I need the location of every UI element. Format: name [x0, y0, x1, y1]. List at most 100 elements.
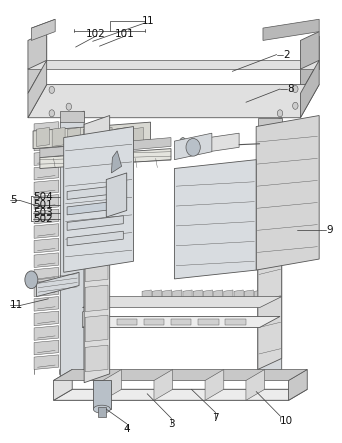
Polygon shape — [60, 111, 84, 381]
Polygon shape — [83, 128, 96, 147]
Polygon shape — [40, 138, 171, 157]
Polygon shape — [37, 128, 49, 147]
Polygon shape — [234, 290, 243, 305]
Text: 7: 7 — [212, 413, 219, 423]
Circle shape — [293, 102, 298, 109]
Polygon shape — [173, 290, 182, 305]
Polygon shape — [142, 290, 151, 305]
Polygon shape — [115, 128, 128, 147]
Polygon shape — [53, 389, 307, 400]
Polygon shape — [68, 128, 81, 147]
Polygon shape — [84, 116, 110, 383]
Text: 2: 2 — [284, 50, 290, 59]
Polygon shape — [106, 173, 127, 217]
Polygon shape — [28, 31, 47, 69]
Polygon shape — [34, 151, 58, 165]
Circle shape — [66, 103, 71, 110]
Polygon shape — [34, 268, 58, 282]
Polygon shape — [117, 319, 137, 325]
Circle shape — [293, 85, 298, 93]
Polygon shape — [67, 231, 123, 246]
Polygon shape — [82, 301, 103, 327]
Polygon shape — [34, 282, 58, 296]
Text: 4: 4 — [123, 424, 130, 434]
Polygon shape — [34, 180, 58, 194]
Bar — [98, 407, 106, 417]
Polygon shape — [34, 340, 58, 355]
Circle shape — [49, 110, 54, 117]
Text: 5: 5 — [10, 195, 17, 205]
Polygon shape — [34, 136, 58, 151]
Polygon shape — [289, 369, 307, 400]
Ellipse shape — [186, 139, 200, 156]
Polygon shape — [28, 60, 319, 69]
Polygon shape — [85, 255, 108, 282]
Polygon shape — [31, 19, 55, 28]
Polygon shape — [198, 319, 219, 325]
Text: 1: 1 — [142, 16, 149, 26]
Text: 11: 11 — [10, 300, 24, 311]
Polygon shape — [162, 290, 172, 305]
Polygon shape — [28, 36, 47, 93]
Polygon shape — [258, 118, 282, 381]
Polygon shape — [256, 116, 319, 270]
Polygon shape — [254, 290, 264, 305]
Text: 503: 503 — [33, 208, 53, 218]
Polygon shape — [67, 200, 123, 215]
Polygon shape — [300, 36, 319, 93]
Polygon shape — [85, 315, 108, 342]
Polygon shape — [82, 296, 282, 307]
Polygon shape — [33, 122, 150, 149]
Polygon shape — [258, 118, 282, 129]
Text: 1: 1 — [147, 16, 154, 26]
Polygon shape — [85, 285, 108, 311]
Text: 502: 502 — [33, 214, 53, 224]
Polygon shape — [85, 195, 108, 222]
Polygon shape — [300, 31, 319, 69]
Polygon shape — [34, 224, 58, 238]
Ellipse shape — [25, 271, 38, 289]
Polygon shape — [244, 290, 253, 305]
Circle shape — [49, 86, 54, 93]
Polygon shape — [34, 326, 58, 340]
Polygon shape — [28, 60, 47, 118]
Polygon shape — [99, 128, 112, 147]
Polygon shape — [34, 296, 58, 311]
Polygon shape — [34, 209, 58, 224]
Polygon shape — [300, 60, 319, 118]
Polygon shape — [103, 369, 122, 400]
Polygon shape — [37, 272, 79, 296]
Polygon shape — [34, 311, 58, 326]
Polygon shape — [111, 151, 122, 173]
Polygon shape — [185, 133, 239, 155]
Polygon shape — [34, 253, 58, 268]
Text: 8: 8 — [287, 84, 293, 94]
Polygon shape — [64, 127, 133, 272]
Text: 504: 504 — [33, 192, 53, 202]
Text: 9: 9 — [326, 225, 333, 235]
Polygon shape — [144, 319, 164, 325]
Polygon shape — [85, 165, 108, 191]
Polygon shape — [28, 85, 319, 118]
Polygon shape — [60, 111, 84, 122]
Polygon shape — [34, 355, 58, 369]
Text: 102: 102 — [86, 29, 106, 39]
Polygon shape — [174, 159, 256, 279]
Polygon shape — [193, 290, 202, 305]
Polygon shape — [67, 185, 123, 199]
Polygon shape — [154, 369, 173, 400]
Polygon shape — [34, 122, 58, 136]
Polygon shape — [67, 216, 123, 230]
Polygon shape — [85, 225, 108, 252]
Polygon shape — [152, 290, 161, 305]
Circle shape — [277, 110, 283, 117]
Polygon shape — [31, 19, 55, 40]
Polygon shape — [203, 290, 213, 305]
Polygon shape — [205, 369, 224, 400]
Polygon shape — [246, 369, 265, 400]
Polygon shape — [82, 316, 280, 327]
Polygon shape — [34, 238, 58, 253]
Polygon shape — [85, 345, 108, 372]
Text: 3: 3 — [168, 419, 174, 429]
Polygon shape — [224, 290, 233, 305]
